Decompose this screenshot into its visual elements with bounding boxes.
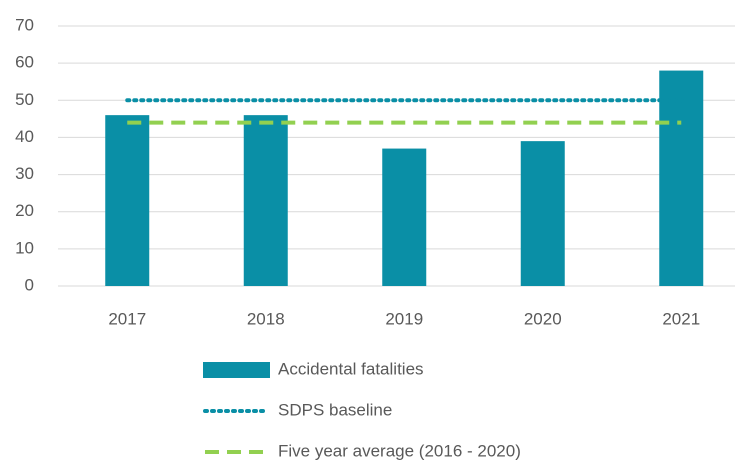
bar xyxy=(382,148,427,286)
y-tick-label: 10 xyxy=(15,238,34,257)
legend-label: Accidental fatalities xyxy=(278,359,424,378)
x-tick-label: 2017 xyxy=(108,309,146,328)
bar xyxy=(520,141,565,286)
x-tick-label: 2021 xyxy=(662,309,700,328)
legend-label: Five year average (2016 - 2020) xyxy=(278,441,521,460)
x-tick-label: 2019 xyxy=(385,309,423,328)
legend-label: SDPS baseline xyxy=(278,400,392,419)
y-tick-label: 30 xyxy=(15,164,34,183)
y-tick-label: 0 xyxy=(25,275,34,294)
bar xyxy=(659,70,704,286)
x-tick-label: 2020 xyxy=(524,309,562,328)
bar xyxy=(243,115,288,287)
x-tick-label: 2018 xyxy=(247,309,285,328)
y-tick-label: 20 xyxy=(15,201,34,220)
bar xyxy=(105,115,150,287)
y-tick-label: 70 xyxy=(15,15,34,34)
y-tick-label: 60 xyxy=(15,53,34,72)
y-tick-label: 50 xyxy=(15,90,34,109)
y-tick-label: 40 xyxy=(15,127,34,146)
legend-swatch xyxy=(203,362,270,378)
